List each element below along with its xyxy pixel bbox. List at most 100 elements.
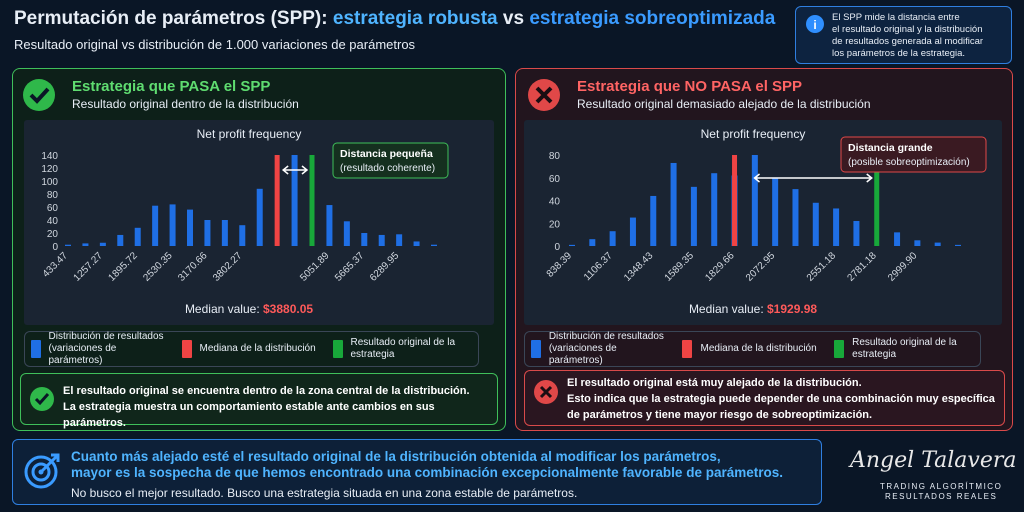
conclusion-text: Esto indica que la estrategia puede depe… <box>567 393 995 405</box>
legend-label: Mediana de la distribución <box>700 343 817 354</box>
bar <box>670 162 677 246</box>
annotation-title: Distancia grande <box>848 142 933 154</box>
bar <box>569 244 575 246</box>
y-tick-label: 140 <box>41 151 58 162</box>
legend-swatch <box>30 340 41 358</box>
conclusion: El resultado original está muy alejado d… <box>567 375 995 423</box>
panel-subtitle: Resultado original dentro de la distribu… <box>72 97 299 111</box>
median-caption: Median value: <box>185 302 260 316</box>
bar <box>934 242 941 246</box>
conclusion-box: El resultado original se encuentra dentr… <box>20 373 498 429</box>
brand-name: Angel Talavera <box>850 448 1017 473</box>
y-tick-label: 60 <box>47 203 59 214</box>
conclusion-line: El resultado original está muy alejado d… <box>567 375 995 391</box>
conclusion-text: de la <box>280 385 306 397</box>
y-tick-label: 0 <box>52 242 58 253</box>
brand-tagline: TRADING ALGORÍTMICO RESULTADOS REALES <box>880 482 1002 502</box>
brand-line: RESULTADOS REALES <box>884 492 998 501</box>
bar <box>378 234 385 246</box>
title-part: vs <box>502 8 525 29</box>
bar <box>914 240 921 246</box>
bar <box>396 234 403 246</box>
legend-swatch <box>181 340 192 358</box>
bar <box>955 244 961 246</box>
conclusion-text: de la distribución. <box>375 385 470 397</box>
brand-line: TRADING ALGORÍTMICO <box>880 482 1003 491</box>
legend-entry: Distribución de resultados (variaciones … <box>530 331 671 367</box>
footer-highlight: Cuanto más alejado esté el resultado ori… <box>71 449 783 481</box>
y-tick-label: 120 <box>41 164 58 175</box>
bar <box>326 205 333 246</box>
conclusion-text: El resultado original se encuentra <box>63 385 240 397</box>
info-line: los parámetros de la estrategia. <box>832 48 966 59</box>
legend-label: Mediana de la distribución <box>199 343 316 354</box>
median-caption: Median value: <box>689 302 764 316</box>
legend: Distribución de resultados (variaciones … <box>524 331 981 367</box>
bar <box>812 202 819 246</box>
footer-line: mayor es la sospecha de que hemos encont… <box>71 465 783 480</box>
bar <box>589 239 596 246</box>
bar <box>732 155 738 246</box>
y-tick-label: 40 <box>47 216 59 227</box>
legend-swatch <box>332 340 343 358</box>
legend-entry: Mediana de la distribución <box>682 340 822 358</box>
svg-text:i: i <box>813 18 816 32</box>
conclusion-text: de parámetros y tiene mayor <box>567 409 717 421</box>
pass-icon <box>23 79 55 111</box>
legend-label: Distribución de resultados (variaciones … <box>548 331 664 366</box>
conclusion-line: de parámetros y tiene mayor riesgo de so… <box>567 407 995 423</box>
annotation-title: Distancia pequeña <box>340 148 433 160</box>
median-label: Median value: $1929.98 <box>689 302 817 316</box>
legend-swatch <box>530 340 541 358</box>
panel-title: Estrategia que PASA el SPP <box>72 78 271 95</box>
conclusion: El resultado original se encuentra dentr… <box>63 383 497 431</box>
conclusion-text: de <box>755 409 769 421</box>
conclusion-text: sobreoptimización <box>771 409 870 421</box>
chart: Net profit frequency02040608010012014043… <box>24 120 494 325</box>
median-label: Median value: $3880.05 <box>185 302 313 316</box>
bar <box>711 173 718 246</box>
chart-title: Net profit frequency <box>701 127 806 141</box>
bar <box>894 232 901 246</box>
bar <box>772 177 779 246</box>
conclusion-text: zona central <box>308 385 373 397</box>
annotation-box <box>332 142 449 179</box>
annotation-box <box>840 136 987 173</box>
conclusion-text: . <box>869 409 873 421</box>
conclusion-line: La estrategia muestra un comportamiento … <box>63 399 497 431</box>
annotation-text: (posible sobreoptimización) <box>848 157 970 168</box>
bar <box>361 233 368 246</box>
y-tick-label: 40 <box>549 197 561 208</box>
legend-label: Resultado original de la estrategia <box>350 337 456 360</box>
bar <box>152 205 159 246</box>
info-line: El SPP mide la distancia entre <box>832 12 960 23</box>
bar <box>204 220 211 246</box>
legend-entry: Resultado original de la estrategia <box>332 337 473 361</box>
median-value: $3880.05 <box>263 302 313 316</box>
y-tick-label: 0 <box>554 242 560 253</box>
panel-title: Estrategia que NO PASA el SPP <box>577 78 803 95</box>
conclusion-text: dentro <box>242 385 277 397</box>
bar <box>169 204 176 246</box>
bar <box>291 155 298 246</box>
bar <box>629 217 636 246</box>
subtitle: Resultado original vs distribución de 1.… <box>14 37 416 52</box>
bar <box>65 244 71 246</box>
y-tick-label: 20 <box>549 219 561 230</box>
title-part: estrategia sobreoptimizada <box>529 8 776 29</box>
bar <box>187 209 193 246</box>
legend: Distribución de resultados (variaciones … <box>24 331 479 367</box>
bar <box>99 242 106 246</box>
bar <box>751 155 758 246</box>
bar <box>650 195 657 246</box>
bar <box>221 220 228 246</box>
chart-title: Net profit frequency <box>197 127 302 141</box>
info-box: i El SPP mide la distancia entre el resul… <box>795 6 1012 64</box>
distance-arrow <box>281 165 309 175</box>
pass-icon <box>30 387 54 411</box>
title-part: Permutación de parámetros (SPP): <box>14 8 328 29</box>
y-tick-label: 100 <box>41 177 58 188</box>
legend-entry: Mediana de la distribución <box>181 340 322 358</box>
bar <box>343 221 350 246</box>
